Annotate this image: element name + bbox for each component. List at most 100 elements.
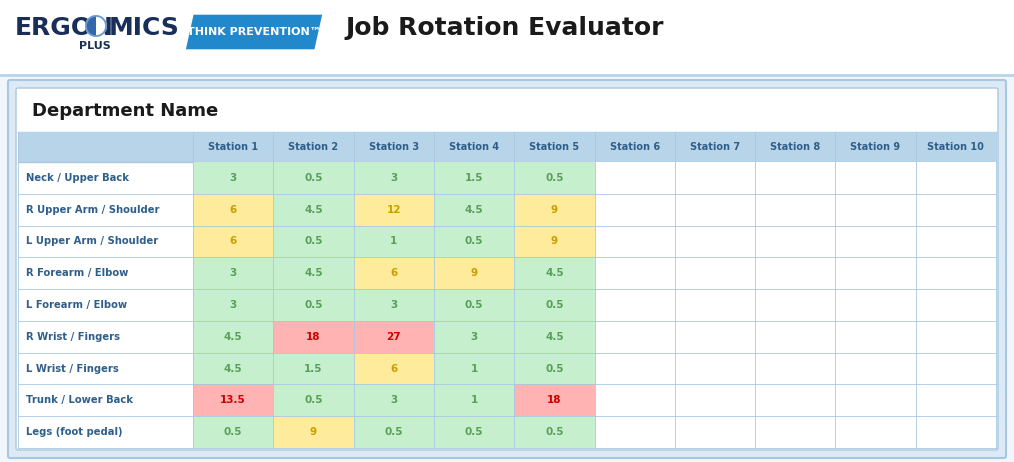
Text: 3: 3 xyxy=(229,300,237,310)
Bar xyxy=(193,353,274,384)
Bar xyxy=(594,162,674,194)
Bar xyxy=(354,289,434,321)
Bar xyxy=(916,257,996,289)
Bar xyxy=(674,321,755,353)
Wedge shape xyxy=(96,16,106,36)
Bar xyxy=(354,257,434,289)
Bar xyxy=(755,353,836,384)
Text: Job Rotation Evaluator: Job Rotation Evaluator xyxy=(345,16,663,40)
Bar xyxy=(594,416,674,448)
Text: L Wrist / Fingers: L Wrist / Fingers xyxy=(26,364,119,374)
Bar xyxy=(514,257,594,289)
Bar xyxy=(836,289,916,321)
Text: 3: 3 xyxy=(229,268,237,278)
Bar xyxy=(836,194,916,225)
Text: 13.5: 13.5 xyxy=(220,395,246,405)
Bar xyxy=(916,384,996,416)
Text: 3: 3 xyxy=(229,173,237,183)
Bar xyxy=(0,0,1014,75)
Text: Station 6: Station 6 xyxy=(609,142,660,152)
Bar xyxy=(674,162,755,194)
Text: Station 7: Station 7 xyxy=(690,142,740,152)
Bar xyxy=(916,162,996,194)
Bar xyxy=(674,225,755,257)
Bar xyxy=(755,416,836,448)
Bar xyxy=(354,162,434,194)
Text: 0.5: 0.5 xyxy=(546,300,564,310)
Bar xyxy=(274,257,354,289)
Bar xyxy=(354,194,434,225)
Text: 18: 18 xyxy=(306,332,320,342)
Text: R Wrist / Fingers: R Wrist / Fingers xyxy=(26,332,120,342)
Text: Station 2: Station 2 xyxy=(288,142,339,152)
Text: 3: 3 xyxy=(390,173,397,183)
Text: 0.5: 0.5 xyxy=(546,427,564,437)
Text: 1.5: 1.5 xyxy=(304,364,322,374)
Bar xyxy=(514,289,594,321)
Text: 4.5: 4.5 xyxy=(464,205,484,215)
Bar xyxy=(594,225,674,257)
Bar xyxy=(193,384,274,416)
Text: 0.5: 0.5 xyxy=(464,300,484,310)
Bar xyxy=(755,194,836,225)
Bar xyxy=(274,416,354,448)
Text: Legs (foot pedal): Legs (foot pedal) xyxy=(26,427,123,437)
Text: Station 1: Station 1 xyxy=(208,142,259,152)
Text: Station 4: Station 4 xyxy=(449,142,499,152)
Bar xyxy=(594,384,674,416)
Bar xyxy=(674,194,755,225)
Bar xyxy=(755,321,836,353)
Text: 4.5: 4.5 xyxy=(224,332,242,342)
Text: 0.5: 0.5 xyxy=(224,427,242,437)
Bar xyxy=(594,289,674,321)
Text: 0.5: 0.5 xyxy=(464,427,484,437)
FancyBboxPatch shape xyxy=(8,80,1006,458)
Bar xyxy=(274,353,354,384)
Bar xyxy=(354,321,434,353)
Text: 4.5: 4.5 xyxy=(304,205,322,215)
Bar xyxy=(18,257,996,289)
Bar xyxy=(434,162,514,194)
Bar xyxy=(674,416,755,448)
Text: 6: 6 xyxy=(229,205,237,215)
Bar xyxy=(18,321,996,353)
Text: 1: 1 xyxy=(470,364,478,374)
Bar xyxy=(274,384,354,416)
Text: MICS: MICS xyxy=(108,16,179,40)
Bar xyxy=(755,257,836,289)
Bar xyxy=(594,257,674,289)
Text: 18: 18 xyxy=(548,395,562,405)
Text: R Upper Arm / Shoulder: R Upper Arm / Shoulder xyxy=(26,205,159,215)
Text: 4.5: 4.5 xyxy=(304,268,322,278)
Text: L Forearm / Elbow: L Forearm / Elbow xyxy=(26,300,127,310)
Bar xyxy=(193,162,274,194)
Text: 3: 3 xyxy=(390,300,397,310)
Text: R Forearm / Elbow: R Forearm / Elbow xyxy=(26,268,129,278)
Text: 27: 27 xyxy=(386,332,402,342)
Bar xyxy=(514,225,594,257)
Bar xyxy=(514,162,594,194)
Wedge shape xyxy=(86,16,96,36)
Bar xyxy=(916,194,996,225)
Bar xyxy=(18,194,996,225)
Bar xyxy=(674,289,755,321)
Text: 6: 6 xyxy=(390,268,397,278)
Bar xyxy=(193,289,274,321)
Bar xyxy=(916,225,996,257)
Text: 9: 9 xyxy=(551,237,558,246)
Bar xyxy=(674,384,755,416)
Bar xyxy=(755,225,836,257)
Bar xyxy=(18,384,996,416)
Text: 12: 12 xyxy=(386,205,401,215)
Bar xyxy=(434,353,514,384)
Bar xyxy=(434,289,514,321)
Bar xyxy=(434,194,514,225)
Text: 6: 6 xyxy=(390,364,397,374)
Text: Station 3: Station 3 xyxy=(369,142,419,152)
Text: Department Name: Department Name xyxy=(32,102,218,120)
Text: Station 9: Station 9 xyxy=(851,142,900,152)
Text: 3: 3 xyxy=(470,332,478,342)
Bar xyxy=(434,321,514,353)
Text: 1.5: 1.5 xyxy=(464,173,484,183)
Bar xyxy=(514,353,594,384)
